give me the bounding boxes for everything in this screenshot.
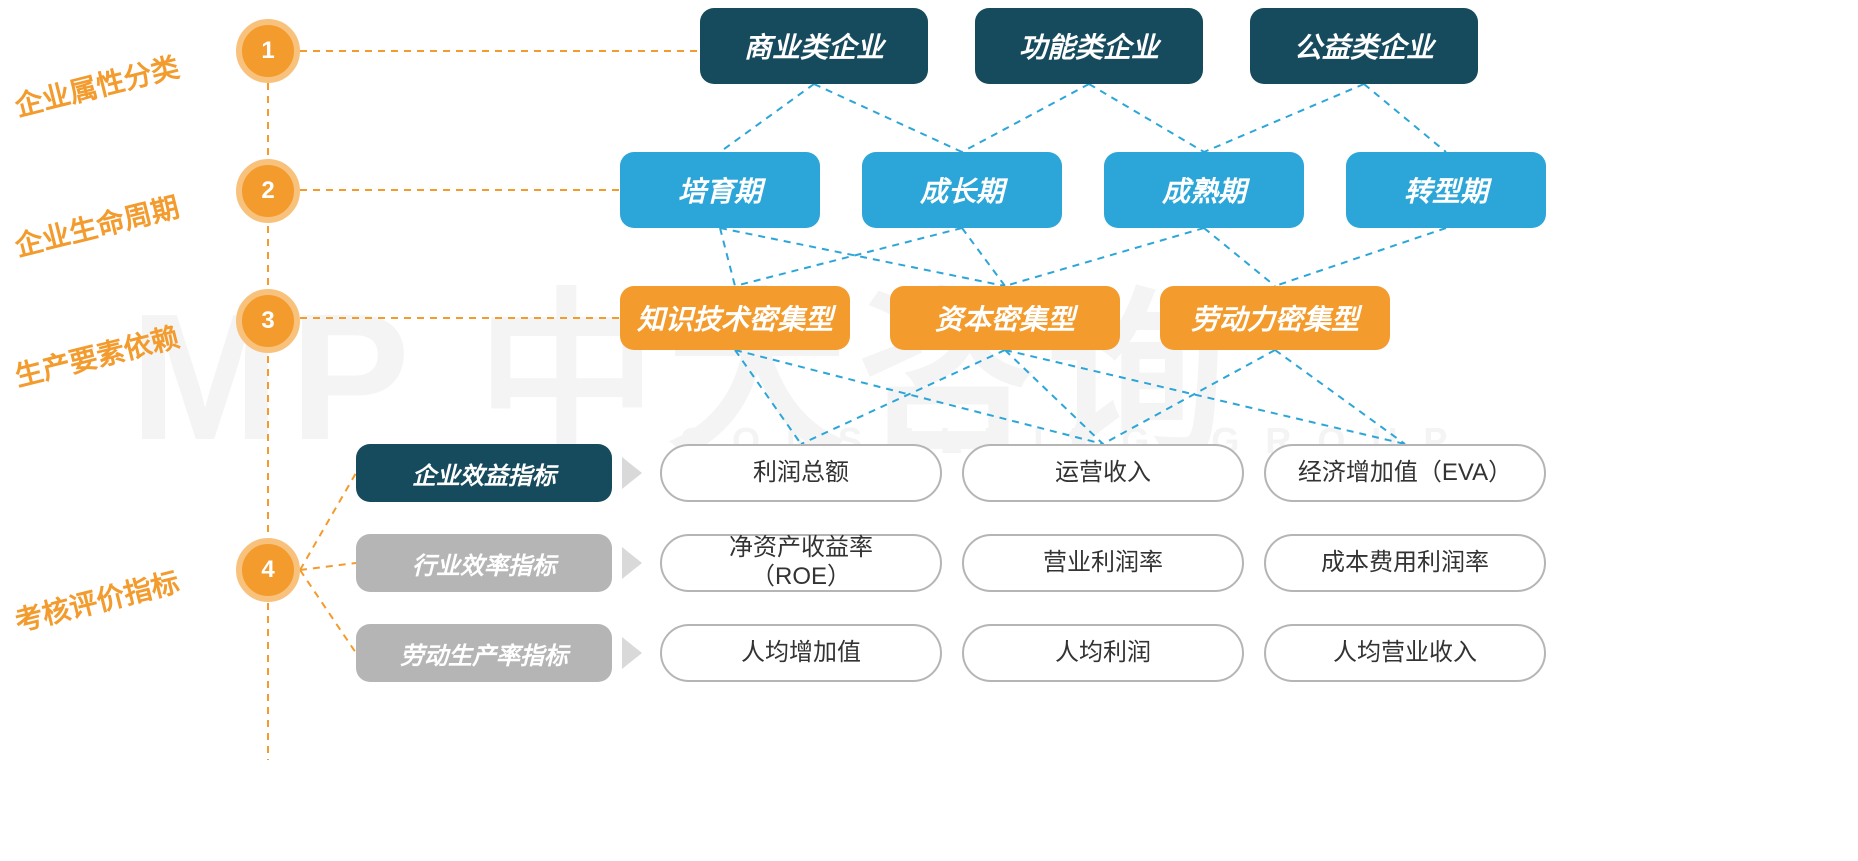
arrow-0 [622, 457, 642, 489]
indicator-label-2: 劳动生产率指标 [356, 624, 612, 682]
section-label-2: 企业生命周期 [10, 186, 183, 265]
section-label-3: 生产要素依赖 [10, 316, 183, 395]
arrow-1 [622, 547, 642, 579]
row2-box-3: 转型期 [1346, 152, 1546, 228]
pill-1-0: 净资产收益率 （ROE） [660, 534, 942, 592]
pill-0-2: 经济增加值（EVA） [1264, 444, 1546, 502]
badge-2: 2 [236, 159, 300, 223]
pill-1-2: 成本费用利润率 [1264, 534, 1546, 592]
row3-box-1: 资本密集型 [890, 286, 1120, 350]
row1-box-2: 公益类企业 [1250, 8, 1478, 84]
row1-box-0: 商业类企业 [700, 8, 928, 84]
badge-4: 4 [236, 538, 300, 602]
diagram-canvas: MP 中大咨询 CONSULTING GROUP 1 2 3 4 企业属性分类 … [0, 0, 1858, 861]
row2-box-2: 成熟期 [1104, 152, 1304, 228]
row3-box-2: 劳动力密集型 [1160, 286, 1390, 350]
pill-0-1: 运营收入 [962, 444, 1244, 502]
pill-2-2: 人均营业收入 [1264, 624, 1546, 682]
arrow-2 [622, 637, 642, 669]
pill-1-1: 营业利润率 [962, 534, 1244, 592]
row1-box-1: 功能类企业 [975, 8, 1203, 84]
row3-box-0: 知识技术密集型 [620, 286, 850, 350]
pill-2-1: 人均利润 [962, 624, 1244, 682]
indicator-label-0: 企业效益指标 [356, 444, 612, 502]
section-label-4: 考核评价指标 [10, 561, 183, 640]
indicator-label-1: 行业效率指标 [356, 534, 612, 592]
section-label-1: 企业属性分类 [10, 46, 183, 125]
pill-0-0: 利润总额 [660, 444, 942, 502]
row2-box-1: 成长期 [862, 152, 1062, 228]
badge-3: 3 [236, 289, 300, 353]
badge-1: 1 [236, 19, 300, 83]
pill-2-0: 人均增加值 [660, 624, 942, 682]
row2-box-0: 培育期 [620, 152, 820, 228]
